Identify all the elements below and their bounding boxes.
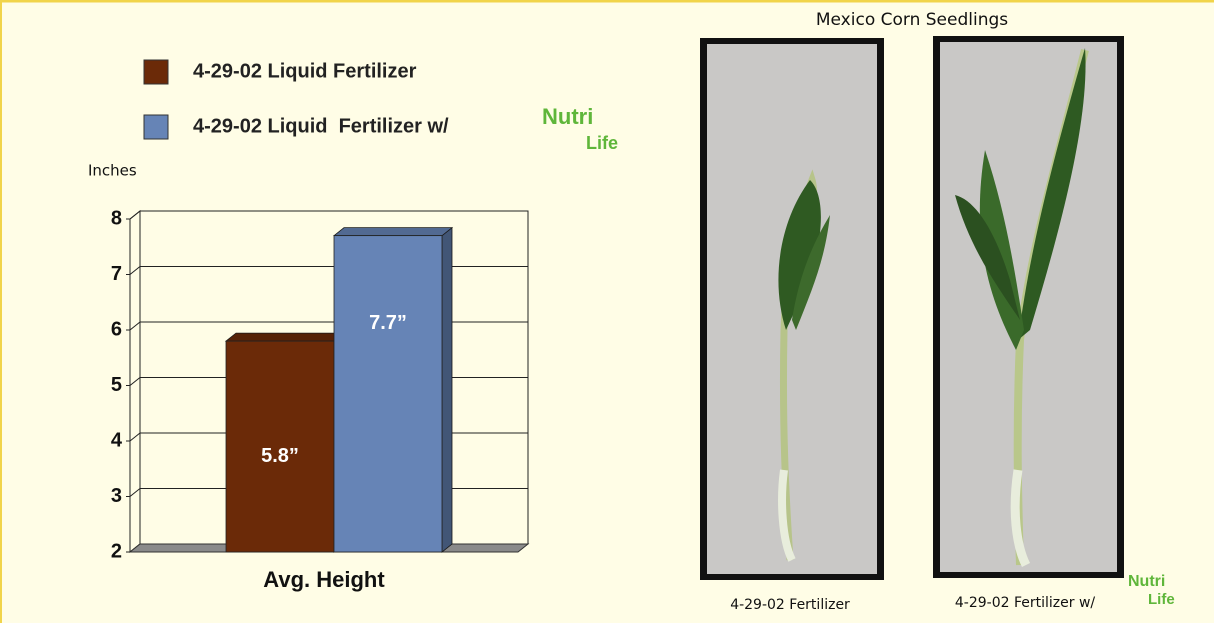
bar-top xyxy=(226,333,344,341)
photo-right xyxy=(933,36,1124,578)
logo-text: Life xyxy=(1148,591,1175,608)
logo-text: Nutri xyxy=(542,104,593,129)
y-tick-label: 2 xyxy=(111,540,122,562)
photo-caption: 4-29-02 Fertilizer w/ xyxy=(955,595,1096,611)
bar-top xyxy=(334,228,452,236)
logo-text: Nutri xyxy=(1128,573,1165,590)
x-tick-label: Avg. Height xyxy=(263,567,385,592)
legend-label: 4-29-02 Liquid Fertilizer w/ xyxy=(193,115,449,137)
legend-swatch xyxy=(144,115,168,139)
logo-text: Life xyxy=(586,133,618,153)
legend-label: 4-29-02 Liquid Fertilizer xyxy=(193,60,417,82)
bar-side xyxy=(442,228,452,552)
photo-left xyxy=(700,38,884,580)
y-tick-label: 7 xyxy=(111,263,122,285)
y-tick-label: 4 xyxy=(111,429,123,451)
y-tick-label: 6 xyxy=(111,318,122,340)
value-label: 7.7” xyxy=(369,312,407,334)
photo-caption: 4-29-02 Fertilizer xyxy=(730,597,850,613)
legend-swatch xyxy=(144,60,168,84)
bar xyxy=(334,236,442,552)
y-axis-label: Inches xyxy=(88,162,137,180)
value-label: 5.8” xyxy=(261,445,299,467)
page: Mexico Corn Seedlings 4-29-02 Fertilizer… xyxy=(0,0,1214,623)
y-tick-label: 5 xyxy=(111,374,122,396)
y-tick-label: 8 xyxy=(111,207,122,229)
y-tick-label: 3 xyxy=(111,485,122,507)
photos-title: Mexico Corn Seedlings xyxy=(816,10,1008,30)
